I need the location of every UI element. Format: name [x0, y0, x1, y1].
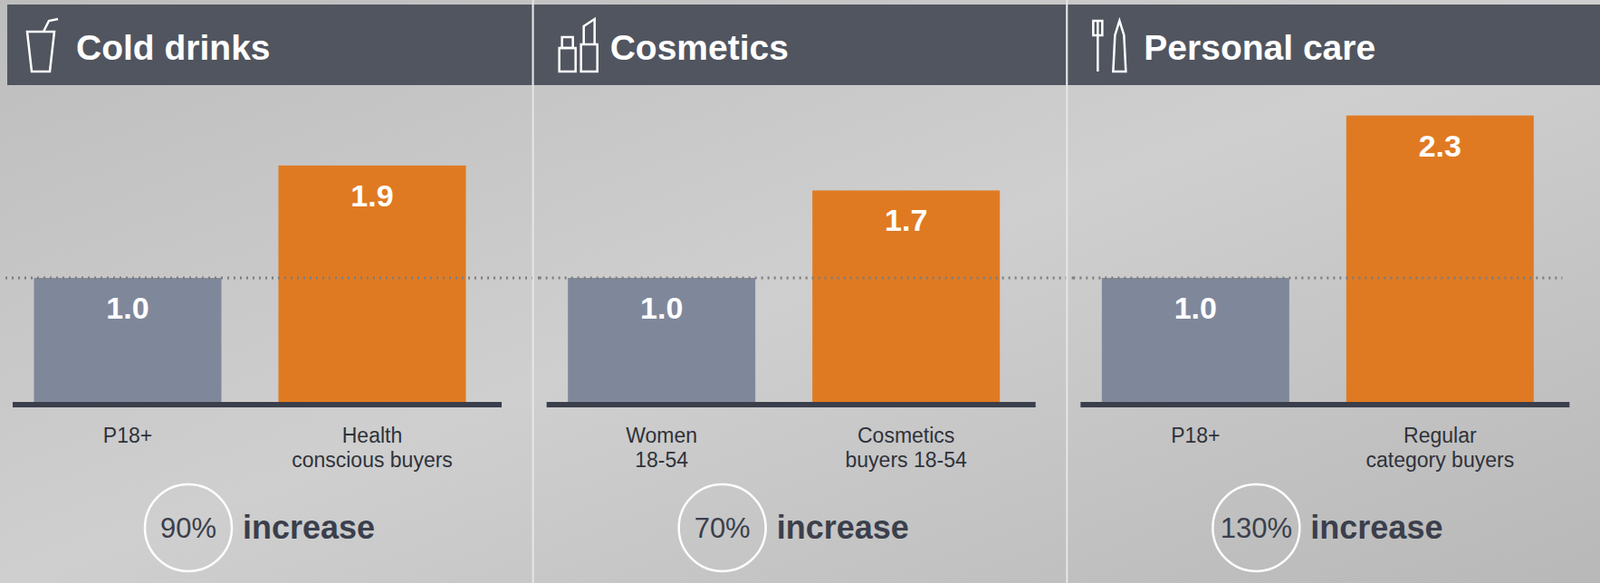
- category-label: Healthconscious buyers: [291, 423, 453, 472]
- title: Personal care: [1143, 28, 1376, 68]
- annotation-circle: [144, 484, 232, 572]
- category-label: P18+: [1170, 423, 1220, 448]
- chart-root: Cold drinks 1.0 P18+ 1.9 Healthconscious buy…: [0, 0, 1600, 583]
- icon: [1092, 20, 1102, 36]
- category-line: buyers 18-54: [845, 448, 968, 472]
- reference-line: [5, 277, 540, 280]
- axis-line: [12, 402, 502, 408]
- icon: [27, 31, 55, 72]
- reference-line: [539, 277, 1074, 280]
- marks: [567, 190, 1000, 403]
- icon: [43, 19, 58, 32]
- icon: [1112, 20, 1126, 72]
- header: [534, 4, 1067, 86]
- annotation-circle: [679, 484, 767, 572]
- category-label: Women18-54: [625, 423, 698, 472]
- data-label: 1.0: [105, 290, 149, 326]
- header: [1067, 4, 1600, 86]
- axis-line: [1080, 402, 1570, 408]
- annotation-text: increase: [242, 508, 375, 547]
- icon: [1096, 20, 1100, 72]
- background: [0, 0, 1600, 583]
- data-label: 1.9: [350, 178, 393, 213]
- marks: [1101, 115, 1534, 403]
- annotation-text: increase: [776, 508, 910, 547]
- bar: [1101, 277, 1290, 403]
- annotation-text: increase: [1310, 508, 1443, 547]
- category-line: Regular: [1403, 423, 1477, 448]
- icon: [562, 37, 574, 48]
- category-label: P18+: [103, 423, 153, 448]
- data-label: 1.0: [640, 290, 683, 326]
- icon: [584, 19, 595, 45]
- category-line: 18-54: [634, 448, 689, 472]
- reference-line: [1073, 277, 1562, 280]
- category-line: category buyers: [1366, 448, 1515, 472]
- category-line: Cosmetics: [857, 423, 955, 448]
- panel: Personal care 1.0 P18+ 2.3 Regularcategory b…: [1065, 0, 1600, 583]
- marks: [34, 165, 467, 403]
- separator: [1065, 0, 1068, 583]
- annotation-value: 90%: [160, 512, 217, 545]
- panel: Cold drinks 1.0 P18+ 1.9 Healthconscious buy…: [5, 4, 540, 572]
- annotation-value: 130%: [1220, 512, 1293, 545]
- bar: [812, 190, 1000, 403]
- data-label: 1.7: [884, 202, 928, 238]
- annotation-value: 70%: [694, 512, 751, 545]
- axis-line: [546, 402, 1036, 408]
- title: Cosmetics: [610, 28, 789, 68]
- bar: [34, 277, 222, 403]
- category-line: conscious buyers: [291, 448, 453, 472]
- separator: [532, 0, 535, 583]
- data-label: 2.3: [1418, 128, 1462, 163]
- bar: [567, 277, 756, 403]
- title: Cold drinks: [76, 28, 271, 68]
- panel: Cosmetics1.0Women18-541.7Cosmeticsbuyers…: [532, 0, 1074, 583]
- icon: [581, 44, 598, 72]
- category-line: Health: [342, 423, 403, 448]
- category-label: Cosmeticsbuyers 18-54: [845, 423, 968, 472]
- bar: [1346, 115, 1534, 403]
- bar: [278, 165, 467, 403]
- icon: [559, 47, 576, 72]
- category-label: Regularcategory buyers: [1366, 423, 1515, 472]
- annotation-circle: [1212, 484, 1300, 572]
- category-line: Women: [625, 423, 698, 448]
- header: [7, 4, 533, 86]
- data-label: 1.0: [1174, 290, 1217, 326]
